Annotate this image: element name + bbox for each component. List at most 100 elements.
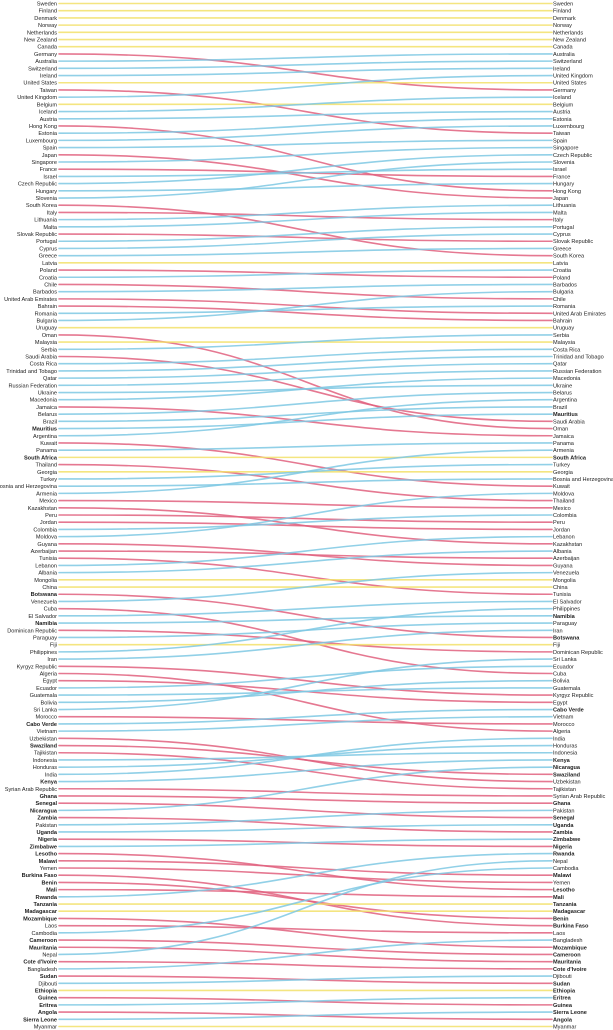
left-label-moldova: Moldova [36, 535, 58, 541]
left-label-jamaica: Jamaica [36, 405, 58, 411]
left-label-south-korea: South Korea [26, 203, 58, 209]
line-djibouti [58, 975, 553, 985]
left-label-djibouti: Djibouti [38, 981, 57, 987]
line-bahrain [58, 305, 553, 322]
line-cameroon [58, 939, 553, 956]
right-label-luxembourg: Luxembourg [553, 124, 584, 130]
right-label-serbia: Serbia [553, 333, 570, 339]
line-macedonia [58, 377, 553, 401]
right-label-romania: Romania [553, 304, 576, 310]
right-label-chile: Chile [553, 297, 566, 303]
left-label-spain: Spain [43, 146, 57, 152]
left-label-new-zealand: New Zealand [24, 38, 57, 44]
right-label-hungary: Hungary [553, 182, 574, 188]
right-label-bosnia-and-herzegovina: Bosnia and Herzegovina [553, 477, 613, 483]
left-label-serbia: Serbia [41, 347, 58, 353]
line-lebanon [58, 535, 553, 567]
left-label-thailand: Thailand [36, 463, 57, 469]
right-label-cabo-verde: Cabo Verde [553, 708, 584, 714]
line-iceland [58, 96, 553, 113]
left-label-finland: Finland [39, 9, 57, 15]
right-label-el-salvador: El Salvador [553, 599, 582, 605]
right-label-tunisia: Tunisia [553, 592, 572, 598]
left-label-israel: Israel [43, 174, 57, 180]
left-label-luxembourg: Luxembourg [26, 138, 57, 144]
left-label-cuba: Cuba [44, 607, 58, 613]
right-label-thailand: Thailand [553, 499, 574, 505]
left-label-slovak-republic: Slovak Republic [17, 232, 57, 238]
right-label-latvia: Latvia [553, 261, 569, 267]
right-label-ukraine: Ukraine [553, 383, 572, 389]
line-azerbaijan [58, 550, 553, 560]
left-label-greece: Greece [39, 254, 57, 260]
left-label-japan: Japan [42, 153, 57, 159]
left-label-bulgaria: Bulgaria [36, 318, 57, 324]
right-label-namibia: Namibia [553, 614, 576, 620]
right-label-iran: Iran [553, 628, 563, 634]
right-label-macedonia: Macedonia [553, 376, 581, 382]
right-label-paraguay: Paraguay [553, 621, 577, 627]
right-label-canada: Canada [553, 45, 573, 51]
right-label-mozambique: Mozambique [553, 945, 587, 951]
left-label-paraguay: Paraguay [33, 635, 57, 641]
line-mozambique [58, 917, 553, 949]
right-label-ecuador: Ecuador [553, 664, 574, 670]
left-label-tanzania: Tanzania [33, 902, 57, 908]
right-label-yemen: Yemen [553, 880, 570, 886]
line-mauritius [58, 413, 553, 430]
left-label-ukraine: Ukraine [38, 391, 57, 397]
line-belarus [58, 391, 553, 415]
right-label-malawi: Malawi [553, 873, 572, 879]
right-label-greece: Greece [553, 246, 571, 252]
right-label-fiji: Fiji [553, 643, 560, 649]
line-pakistan [58, 809, 553, 826]
right-label-botswana: Botswana [553, 635, 580, 641]
right-label-venezuela: Venezuela [553, 571, 580, 577]
left-label-venezuela: Venezuela [31, 599, 58, 605]
left-label-cambodia: Cambodia [32, 931, 58, 937]
left-label-canada: Canada [37, 45, 57, 51]
left-label-ireland: Ireland [40, 74, 57, 80]
right-label-south-korea: South Korea [553, 254, 585, 260]
right-label-kyrgyz-republic: Kyrgyz Republic [553, 693, 594, 699]
line-uganda [58, 823, 553, 833]
right-label-bahrain: Bahrain [553, 318, 572, 324]
right-label-colombia: Colombia [553, 513, 578, 519]
left-label-malawi: Malawi [39, 859, 58, 865]
right-label-azerbaijan: Azerbaijan [553, 556, 579, 562]
line-mexico [58, 499, 553, 509]
left-label-barbados: Barbados [33, 290, 57, 296]
line-peru [58, 514, 553, 524]
right-label-nepal: Nepal [553, 859, 568, 865]
left-label-costa-rica: Costa Rica [30, 362, 58, 368]
left-label-burkina-faso: Burkina Faso [22, 873, 58, 879]
left-label-laos: Laos [45, 924, 57, 930]
right-label-kenya: Kenya [553, 758, 571, 764]
right-label-barbados: Barbados [553, 282, 577, 288]
left-label-colombia: Colombia [33, 527, 58, 533]
right-label-italy: Italy [553, 218, 563, 224]
left-label-peru: Peru [45, 513, 57, 519]
right-label-qatar: Qatar [553, 362, 567, 368]
right-label-bolivia: Bolivia [553, 679, 570, 685]
line-kenya [58, 759, 553, 783]
right-label-oman: Oman [553, 427, 568, 433]
left-label-ecuador: Ecuador [36, 686, 57, 692]
left-label-syrian-arab-republic: Syrian Arab Republic [5, 787, 57, 793]
right-label-costa-rica: Costa Rica [553, 347, 581, 353]
right-label-uruguay: Uruguay [553, 326, 574, 332]
left-label-sudan: Sudan [40, 974, 58, 980]
right-label-hong-kong: Hong Kong [553, 189, 581, 195]
line-ireland [58, 67, 553, 77]
line-mali [58, 888, 553, 898]
left-label-guinea: Guinea [38, 996, 58, 1002]
left-label-austria: Austria [40, 117, 58, 123]
line-bulgaria [58, 290, 553, 322]
left-label-ghana: Ghana [40, 794, 58, 800]
right-label-netherlands: Netherlands [553, 30, 583, 36]
right-label-austria: Austria [553, 110, 571, 116]
left-label-mauritania: Mauritania [29, 945, 58, 951]
right-label-south-africa: South Africa [553, 455, 587, 461]
left-label-algeria: Algeria [40, 671, 58, 677]
